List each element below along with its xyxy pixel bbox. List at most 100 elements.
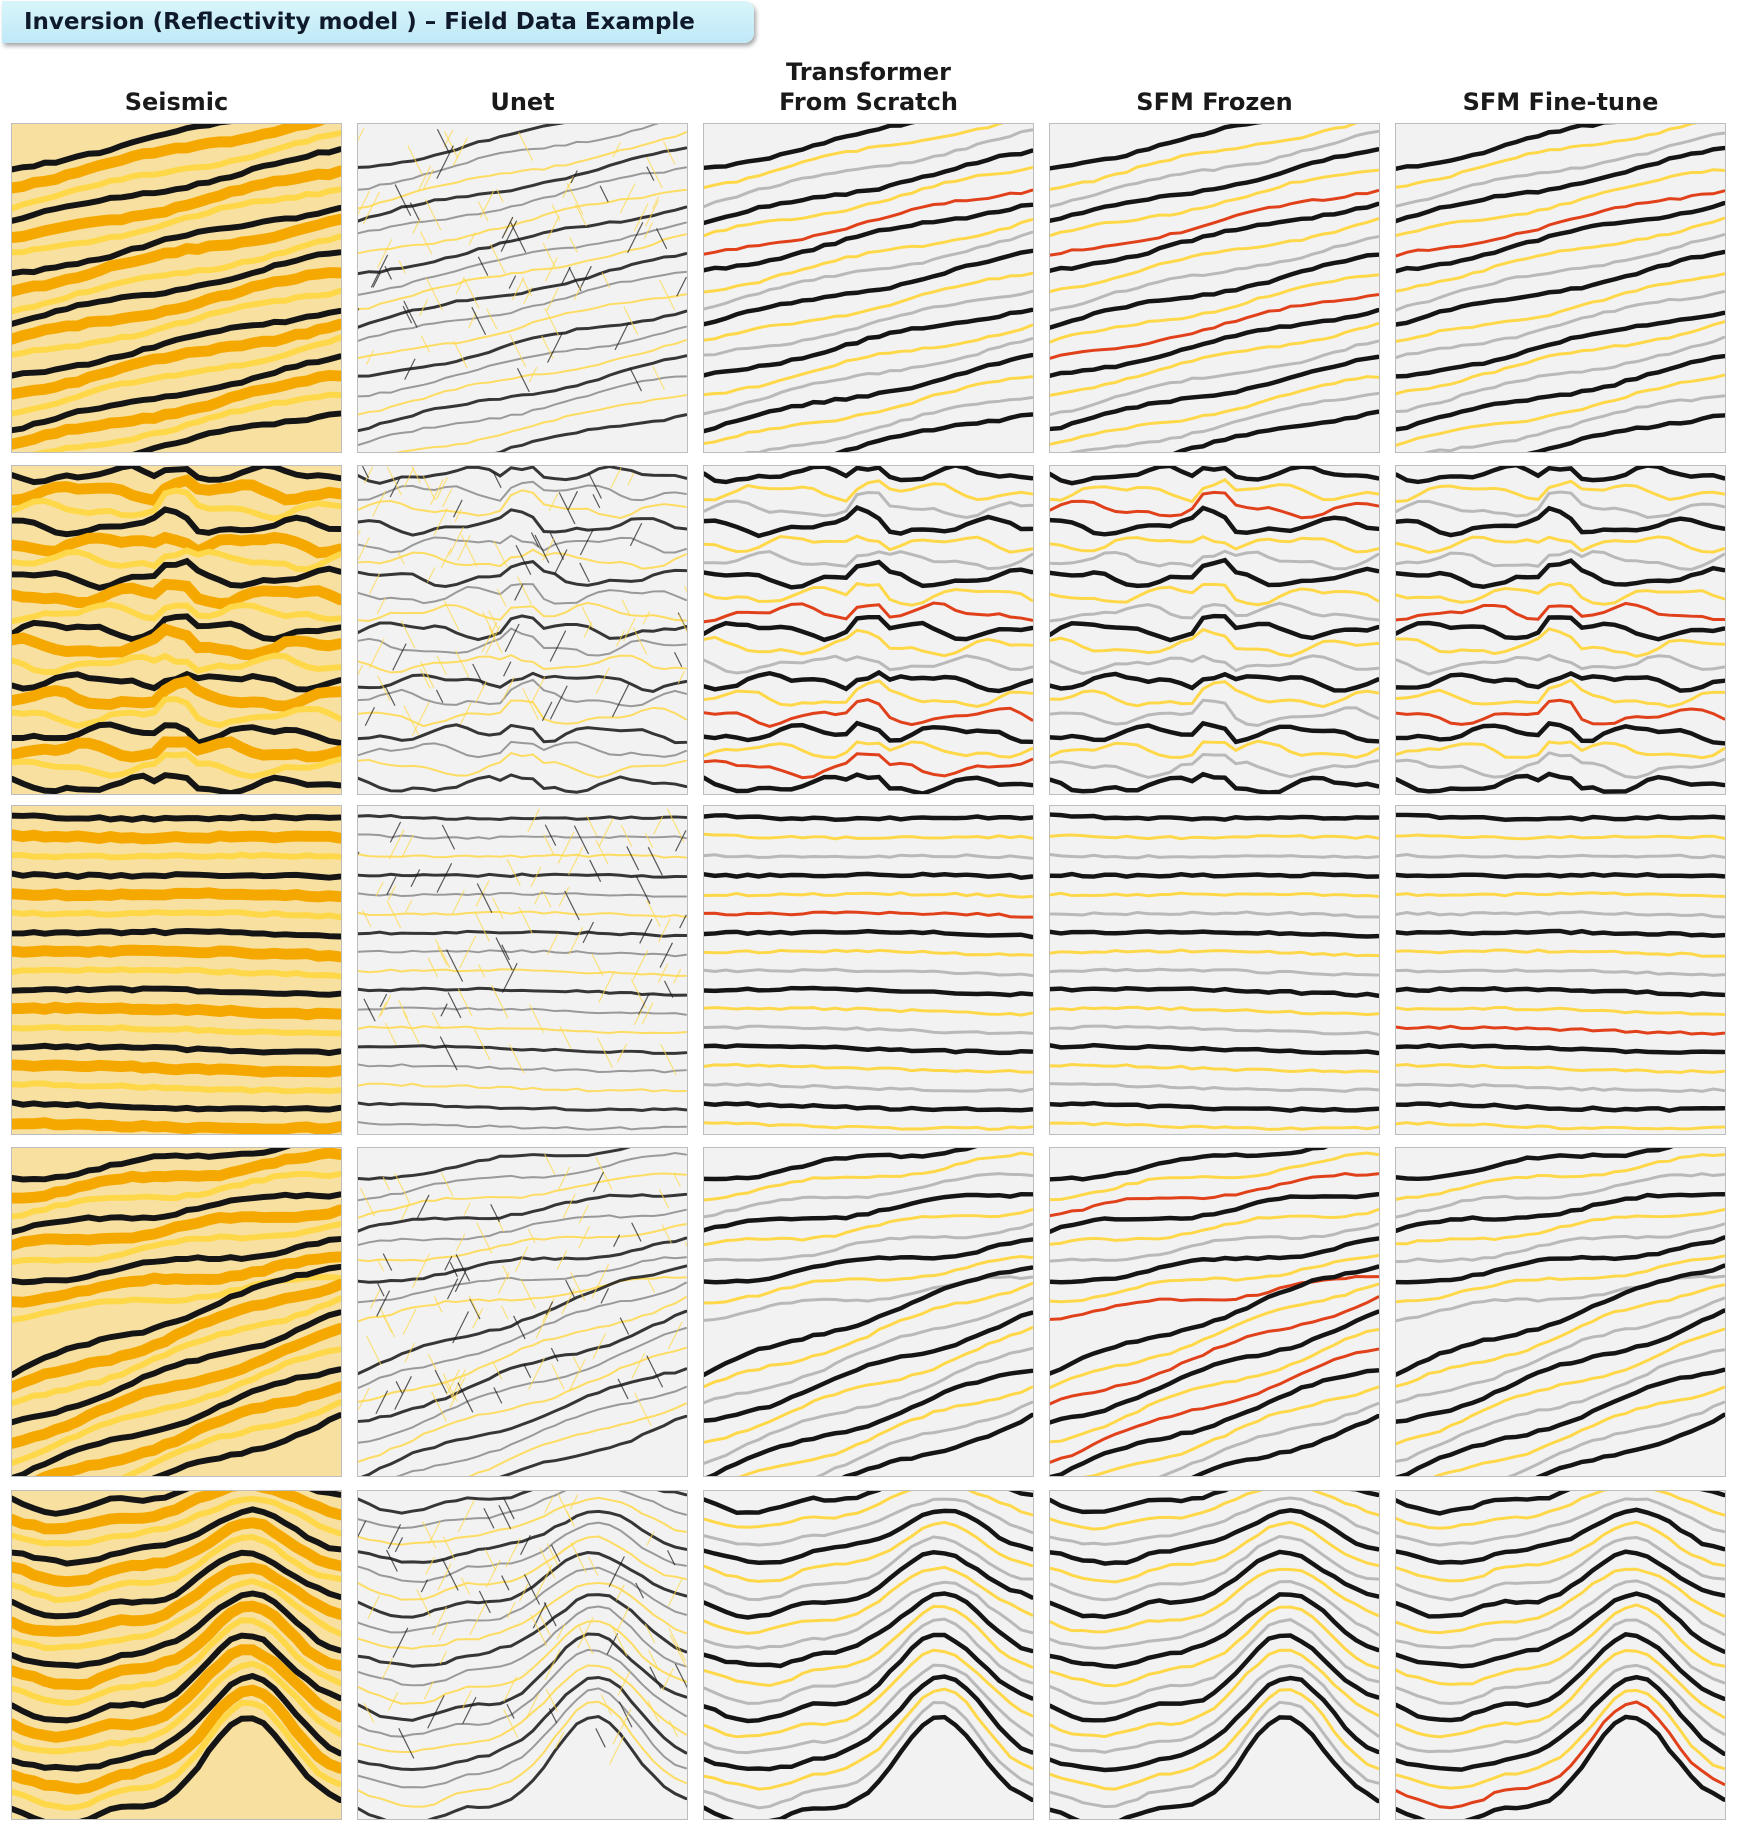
noise-streak <box>455 1254 471 1282</box>
reflector-line <box>704 853 1033 860</box>
reflector-line <box>1396 1120 1725 1131</box>
seismic-panel <box>11 1147 342 1477</box>
noise-streak <box>368 638 385 669</box>
reflector-line <box>12 204 341 277</box>
noise-streak <box>631 1222 642 1242</box>
noise-streak <box>475 680 488 704</box>
reflector-line <box>12 1644 341 1743</box>
noise-streak <box>493 1387 503 1404</box>
noise-streak <box>382 1253 393 1271</box>
reflector-line <box>1050 1148 1329 1182</box>
reflector-line <box>704 479 1033 503</box>
noise-streak <box>565 1510 576 1527</box>
reflector-line <box>358 1675 687 1771</box>
reflector-line <box>12 466 341 486</box>
reflector-line <box>1396 698 1725 726</box>
reflector-line <box>704 1101 1033 1113</box>
noise-streak <box>389 477 401 498</box>
reflector-line <box>12 547 341 573</box>
noise-streak <box>569 1494 579 1510</box>
noise-streak <box>544 257 558 282</box>
reflector-line <box>358 1281 687 1390</box>
noise-streak <box>675 830 687 852</box>
reflector-line <box>704 307 1033 378</box>
noise-streak <box>420 1579 429 1593</box>
noise-streak <box>595 1156 613 1191</box>
noise-streak <box>566 182 584 215</box>
noise-streak <box>384 266 393 280</box>
noise-streak <box>443 131 459 159</box>
reflector-line <box>1050 1191 1379 1234</box>
reflector-line <box>12 1549 341 1620</box>
noise-streak <box>577 1617 594 1649</box>
noise-streak <box>358 1520 367 1538</box>
noise-streak <box>518 906 533 934</box>
reflector-line <box>358 929 687 938</box>
reflector-line <box>1396 1367 1725 1476</box>
noise-streak <box>544 1495 554 1514</box>
reflector-line <box>358 1593 687 1668</box>
reflector-line <box>358 627 687 657</box>
reflector-line <box>358 986 687 997</box>
noise-streak <box>440 1003 448 1017</box>
noise-streak <box>619 183 636 214</box>
reflector-line <box>1396 1549 1725 1619</box>
noise-streak <box>418 299 429 317</box>
reflector-line <box>704 128 1033 209</box>
reflector-line <box>1396 1153 1725 1201</box>
noise-streak <box>659 279 676 311</box>
panel-background <box>1396 466 1725 794</box>
reflector-line <box>704 654 1033 675</box>
noise-streak <box>598 817 614 847</box>
reflector-line <box>704 1082 1033 1093</box>
reflector-line <box>12 1617 341 1707</box>
noise-streak <box>471 306 487 336</box>
reflector-line <box>1050 129 1379 208</box>
noise-streak <box>530 676 546 704</box>
column-header: Seismic <box>124 88 229 116</box>
noise-streak <box>435 689 444 704</box>
seismic-panel <box>1395 805 1726 1135</box>
reflector-line <box>12 1660 341 1755</box>
reflector-line <box>1396 1024 1725 1036</box>
reflector-line <box>1396 1631 1725 1723</box>
noise-streak <box>430 478 444 505</box>
noise-streak <box>468 232 476 245</box>
noise-streak <box>484 1549 497 1571</box>
noise-streak <box>539 1614 552 1637</box>
reflector-line <box>704 1346 1033 1465</box>
reflector-line <box>12 353 341 434</box>
noise-streak <box>643 221 654 240</box>
seismic-panel <box>703 1490 1034 1820</box>
noise-streak <box>476 883 493 914</box>
noise-streak <box>666 808 685 843</box>
reflector-line <box>12 130 341 212</box>
noise-streak <box>458 935 477 969</box>
noise-streak <box>561 266 571 285</box>
reflector-line <box>1050 1368 1379 1476</box>
reflector-line <box>12 772 341 794</box>
noise-streak <box>547 933 559 955</box>
seismic-panel <box>11 465 342 795</box>
noise-streak <box>612 1730 621 1745</box>
noise-streak <box>542 889 552 908</box>
reflector-line <box>704 1255 1033 1305</box>
noise-streak <box>436 655 448 676</box>
reflector-line <box>1396 549 1725 571</box>
noise-streak <box>608 1556 625 1588</box>
reflector-line <box>1050 321 1379 397</box>
noise-streak <box>545 1688 558 1712</box>
reflector-line <box>1050 1618 1379 1705</box>
reflector-line <box>12 1001 341 1021</box>
noise-streak <box>435 939 451 969</box>
reflector-line <box>1050 1534 1379 1602</box>
noise-streak <box>562 175 575 198</box>
noise-streak <box>646 1531 655 1546</box>
reflector-line <box>1396 1082 1725 1093</box>
noise-streak <box>409 202 421 222</box>
reflector-line <box>12 369 341 450</box>
noise-streak <box>376 1258 385 1272</box>
noise-streak <box>443 1380 455 1400</box>
reflector-line <box>1050 1580 1379 1650</box>
reflector-line <box>12 1533 341 1604</box>
